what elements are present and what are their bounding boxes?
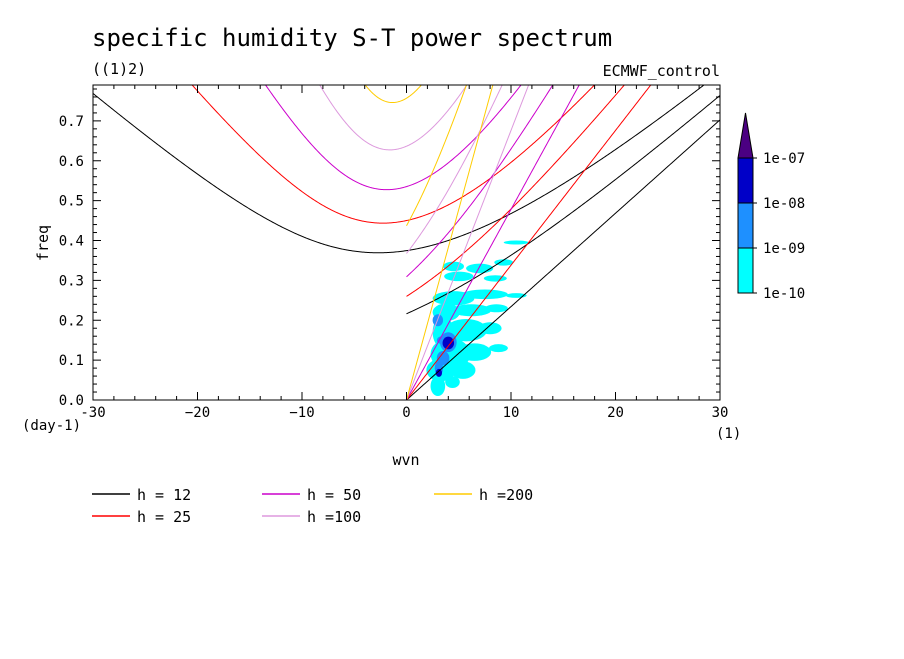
colorbar-label: 1e-07 xyxy=(763,151,805,167)
colorbar-label: 1e-09 xyxy=(763,241,805,257)
ig1-wave-curve-h50 xyxy=(264,85,522,191)
legend-label: h = 50 xyxy=(307,486,361,504)
colorbar-label: 1e-08 xyxy=(763,196,805,212)
x-tick-label: 30 xyxy=(712,405,729,421)
spectrum-patch-1e-10 xyxy=(478,322,502,335)
spectrum-patch-1e-10 xyxy=(450,361,476,379)
y-tick-label: 0.0 xyxy=(59,393,84,409)
legend-label: h =100 xyxy=(307,508,361,526)
spectrum-patch-1e-10 xyxy=(494,259,514,266)
x-tick-label: −20 xyxy=(185,405,210,421)
rossby-wave-curve-h12 xyxy=(404,399,407,400)
y-tick-label: 0.7 xyxy=(59,114,84,130)
x-tick-label: 10 xyxy=(503,405,520,421)
ig1-wave-curve-h12 xyxy=(93,85,705,254)
colorbar: 1e-07 1e-08 1e-09 1e-10 xyxy=(737,112,805,302)
spectrum-fill-layer xyxy=(426,240,529,397)
x-axis: -30 −20 −10 0 10 20 30 xyxy=(80,85,728,421)
ig0-wave-curve-h12 xyxy=(406,95,720,315)
legend: h = 12 h = 25 h = 50 h =100 h =200 xyxy=(92,486,533,526)
chart-title: specific humidity S-T power spectrum xyxy=(92,24,612,52)
spectrum-patch-1e-08 xyxy=(435,368,443,377)
kelvin-wave-curve-h50 xyxy=(406,85,580,400)
plot-frame xyxy=(92,84,721,401)
spectrum-patch-1e-10 xyxy=(483,275,507,282)
y-tick-label: 0.5 xyxy=(59,194,84,210)
y-unit-label: (day-1) xyxy=(22,418,81,434)
colorbar-arrow-top xyxy=(737,112,754,159)
ig0-wave-curve-h50 xyxy=(406,85,554,278)
y-axis: 0.0 0.1 0.2 0.3 0.4 0.5 0.6 0.7 xyxy=(59,88,720,409)
y-axis-label: freq xyxy=(34,225,52,261)
y-tick-label: 0.2 xyxy=(59,313,84,329)
kelvin-wave-curve-h200 xyxy=(406,85,494,400)
colorbar-segment xyxy=(737,202,754,249)
rossby-wave-curve-h25 xyxy=(405,399,407,400)
spectrum-patch-1e-10 xyxy=(445,319,487,342)
x-tick-label: 20 xyxy=(607,405,624,421)
y-tick-label: 0.1 xyxy=(59,353,84,369)
ig0-wave-curve-h25 xyxy=(406,85,625,297)
spectrum-patch-1e-10 xyxy=(451,304,492,317)
colorbar-label: 1e-10 xyxy=(763,286,805,302)
colorbar-segment xyxy=(737,157,754,204)
spectrum-patch-1e-10 xyxy=(461,289,508,300)
spectrum-patch-1e-10 xyxy=(444,271,474,282)
ig0-wave-curve-h200 xyxy=(406,85,467,226)
kelvin-wave-curve-h25 xyxy=(406,85,652,400)
spectrum-patch-1e-10 xyxy=(443,261,464,272)
x-tick-label: 0 xyxy=(402,405,410,421)
kelvin-wave-curve-h12 xyxy=(406,119,720,400)
spectrum-patch-1e-10 xyxy=(489,344,508,353)
x-tick-label: -30 xyxy=(80,405,105,421)
spectrum-patch-1e-10 xyxy=(445,376,460,389)
y-tick-label: 0.4 xyxy=(59,234,84,250)
chart-subtitle: ((1)2) xyxy=(92,60,146,78)
spectrum-patch-1e-10 xyxy=(484,304,508,313)
ig1-wave-curve-h200 xyxy=(364,85,422,104)
y-tick-label: 0.3 xyxy=(59,273,84,289)
y-tick-label: 0.6 xyxy=(59,154,84,170)
dataset-label: ECMWF_control xyxy=(603,62,720,80)
rossby-wave-curve-h50 xyxy=(405,399,407,400)
x-axis-label: wvn xyxy=(392,451,419,469)
kelvin-wave-curve-h100 xyxy=(406,85,530,400)
ig0-wave-curve-h100 xyxy=(406,85,503,254)
spectrum-patch-1e-10 xyxy=(430,376,446,397)
legend-label: h =200 xyxy=(479,486,533,504)
legend-label: h = 25 xyxy=(137,508,191,526)
spectrum-patch-1e-10 xyxy=(457,343,492,361)
x-unit-label: (1) xyxy=(716,426,741,442)
rossby-wave-curve-h200 xyxy=(405,399,407,400)
ig1-wave-curve-h100 xyxy=(319,85,468,151)
spectrum-patch-1e-08 xyxy=(442,336,455,350)
spectrum-patch-1e-10 xyxy=(466,263,494,274)
legend-label: h = 12 xyxy=(137,486,191,504)
colorbar-segment xyxy=(737,247,754,294)
rossby-wave-curve-h100 xyxy=(405,399,407,400)
spectrum-patch-1e-10 xyxy=(503,240,529,245)
x-tick-label: −10 xyxy=(289,405,314,421)
